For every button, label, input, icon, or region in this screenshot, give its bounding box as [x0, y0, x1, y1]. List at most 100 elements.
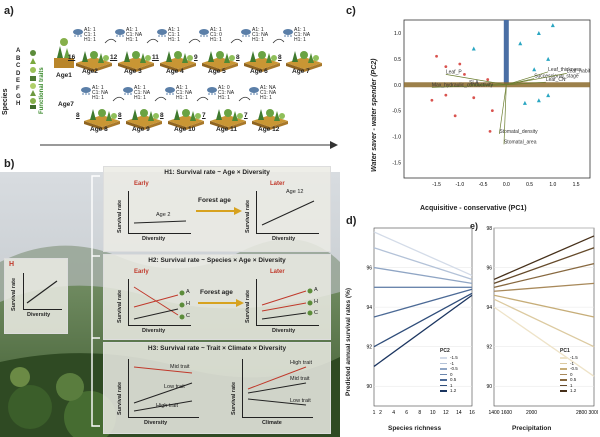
h3-title: H3: Survival rate ~ Trait × Climate × Di…	[147, 345, 287, 352]
species-letter: B	[16, 55, 21, 62]
pca-biplot: -1.5 -1.0 -0.5 0.0 0.5 1.0 1.5 1.0 0.5 0.0 -0.5 -1.…	[392, 19, 591, 188]
panel-c-ylabel: Water saver - water spender (PC2)	[371, 58, 378, 172]
curved-arrow-icon	[154, 96, 167, 102]
pca-y-tick: 0.5	[394, 57, 401, 63]
species-point-acquisitive	[463, 72, 466, 76]
h2-right-ylabel: Survival rate	[245, 289, 251, 323]
series-line	[493, 247, 595, 284]
h3-right-ylabel: Survival rate	[231, 381, 237, 415]
legend-entry: 0	[440, 372, 458, 378]
pca-y-tick: -0.5	[392, 109, 401, 115]
h1-right-line-label: Age 12	[286, 189, 304, 195]
hypothesis-3-box: H3: Survival rate ~ Trait × Climate × Di…	[103, 342, 331, 434]
h1-left-ylabel: Survival rate	[117, 199, 123, 233]
traits-axis-label: Functional traits	[39, 67, 45, 114]
plot-census-value: H1: 1	[176, 95, 188, 101]
legend-swatch	[440, 368, 447, 370]
plot-census-value: A1: 1	[168, 27, 180, 33]
series-line	[373, 266, 473, 285]
plot-species-count: 7	[244, 112, 248, 119]
plot-census-value: A1: 1	[84, 27, 96, 33]
legend-swatch	[560, 368, 567, 370]
x-tick-label: 10	[430, 410, 436, 416]
legend-swatch	[560, 357, 567, 359]
species-letter: C	[16, 63, 21, 70]
legend-entry: -1.5	[560, 355, 578, 361]
pca-x-tick: -0.5	[479, 182, 488, 188]
pca-loading-arrow	[506, 73, 567, 86]
rain-cloud-icon	[115, 29, 125, 37]
legend-entry: 1.2	[440, 388, 458, 394]
age1-plot	[54, 28, 74, 70]
age1-tree-icon	[54, 38, 74, 68]
traits-axis: Functional traits	[37, 50, 47, 114]
x-tick-label: 1600	[501, 410, 512, 416]
species-point-acquisitive	[472, 96, 476, 100]
h-letter: H	[9, 261, 15, 268]
legend-swatch	[440, 362, 447, 364]
x-tick-label: 8	[418, 410, 421, 416]
h1-left-xlabel: Diversity	[142, 236, 166, 242]
plot-age-label: Age2	[82, 68, 98, 75]
plot-census-value: H1: 1	[252, 37, 264, 43]
legend-label: -1.5	[450, 355, 458, 361]
curved-arrow-icon	[230, 38, 243, 44]
series-line	[373, 288, 473, 318]
plot-census-value: C1: 0	[210, 32, 222, 38]
legend-swatch	[560, 379, 567, 381]
plot-census-value: H1: 1	[210, 37, 222, 43]
pca-loading-label: Leaf_thickness	[548, 67, 582, 73]
series-line	[493, 306, 595, 377]
plot-census-value: C1: NA	[134, 90, 151, 96]
forest-plot-icon	[286, 51, 322, 72]
forest-plot-icon	[118, 51, 154, 72]
plot-census-value: H1: 1	[84, 37, 96, 43]
species-point-conservative	[518, 41, 523, 46]
legend-label: -0.5	[450, 366, 458, 372]
pca-loading-label: Stomatal_density	[499, 129, 538, 135]
rain-cloud-icon	[241, 29, 251, 37]
h3-left-lines	[133, 366, 193, 412]
age1-label: Age1	[56, 72, 72, 79]
plot-species-count: 8	[76, 112, 80, 119]
plot-age-label: Age 9	[132, 126, 150, 133]
curved-arrow-icon	[272, 38, 285, 44]
h1-right-ylabel: Survival rate	[245, 199, 251, 233]
forest-plot-icon	[126, 109, 162, 130]
legend-swatch	[440, 390, 447, 392]
rain-cloud-icon	[81, 87, 91, 95]
species-point-conservative	[532, 67, 537, 72]
pc1-legend-title: PC1	[560, 348, 570, 354]
h-trend-line	[26, 280, 58, 304]
curved-arrow-icon	[112, 96, 125, 102]
x-tick-label: 14	[456, 410, 462, 416]
h2-left-label-c: C	[186, 313, 190, 319]
forest-plot-icon	[210, 109, 246, 130]
legend-entry: 1.2	[560, 388, 578, 394]
species-axis-label: Species	[2, 88, 9, 115]
legend-swatch	[560, 362, 567, 364]
plot-species-count: 12	[110, 54, 118, 61]
age-plot: A1: NA C1: NA H1: 1 7 Age 12	[244, 86, 290, 134]
species-point-acquisitive	[435, 54, 438, 58]
legend-swatch	[560, 390, 567, 392]
h1-forest-age-arrow	[196, 207, 242, 215]
y-tick-label: 92	[486, 345, 492, 351]
legend-entry: 1	[560, 383, 578, 389]
legend-label: 1.2	[570, 388, 577, 394]
y-tick-label: 90	[366, 384, 372, 390]
curved-arrow-icon	[104, 38, 117, 44]
h3-right-label-mid: Mid trait	[290, 376, 310, 382]
legend-label: 0	[570, 371, 573, 377]
forest-plot-icon	[168, 109, 204, 130]
h1-arrow-label: Forest age	[198, 197, 231, 204]
y-tick-label: 94	[486, 305, 492, 311]
plot-census-value: C1: NA	[218, 90, 235, 96]
h3-left-label-low: Low trait	[164, 384, 185, 390]
pca-loading-arrow	[503, 84, 507, 145]
pca-loading-label: Leaf_P	[446, 69, 463, 75]
h3-left-ylabel: Survival rate	[117, 381, 123, 415]
species-letter: E	[16, 78, 21, 85]
h1-early: Early	[134, 181, 149, 187]
